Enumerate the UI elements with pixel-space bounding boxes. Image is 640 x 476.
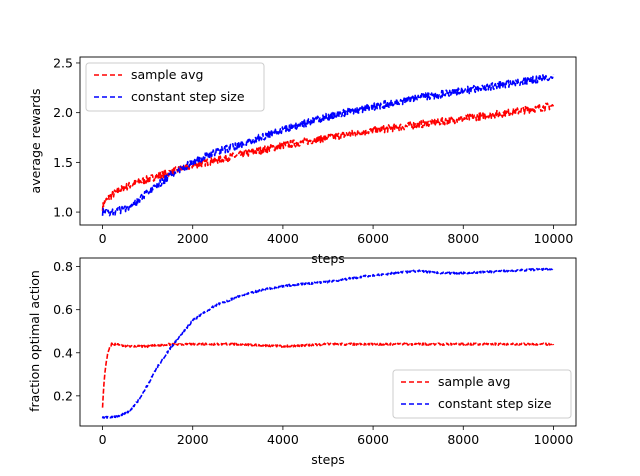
bottom-y-ticks: 0.2 0.4 0.6 0.8 xyxy=(53,259,80,403)
bottom-y-tick-label: 0.4 xyxy=(53,345,73,360)
top-x-tick-label: 4000 xyxy=(267,231,299,246)
bottom-legend-label-constant-step-size: constant step size xyxy=(438,396,552,411)
bottom-x-ticks: 0 2000 4000 6000 8000 10000 xyxy=(99,426,574,447)
bottom-y-tick-label: 0.2 xyxy=(53,388,73,403)
top-legend-label-sample-avg: sample avg xyxy=(131,67,203,82)
top-y-tick-label: 2.5 xyxy=(53,55,73,70)
top-legend-label-constant-step-size: constant step size xyxy=(131,89,245,104)
top-legend: sample avg constant step size xyxy=(85,62,265,112)
top-series-line-sample-avg xyxy=(101,102,555,211)
bottom-series-line-constant-step-size xyxy=(101,267,555,420)
bottom-x-tick-label: 2000 xyxy=(177,432,209,447)
bottom-legend-box xyxy=(392,369,572,419)
top-x-tick-label: 8000 xyxy=(447,231,479,246)
top-x-ticks: 0 2000 4000 6000 8000 10000 xyxy=(99,225,574,246)
bottom-series-lines xyxy=(101,267,555,420)
bottom-subplot: 0 2000 4000 6000 8000 10000 0.2 0.4 0.6 0.8 frac… xyxy=(27,257,577,467)
top-series-line-constant-step-size xyxy=(101,74,555,217)
bottom-series-line-sample-avg xyxy=(101,342,555,408)
bottom-x-axis-label: steps xyxy=(311,452,345,467)
bottom-x-tick-label: 8000 xyxy=(447,432,479,447)
top-subplot: 0 2000 4000 6000 8000 10000 1.0 1.5 2.0 2.5 aver… xyxy=(28,55,577,266)
top-y-tick-label: 1.0 xyxy=(53,205,73,220)
top-y-ticks: 1.0 1.5 2.0 2.5 xyxy=(53,55,80,220)
bottom-y-axis-label: fraction optimal action xyxy=(27,270,42,412)
bottom-y-tick-label: 0.6 xyxy=(53,302,73,317)
bottom-x-tick-label: 6000 xyxy=(357,432,389,447)
bottom-legend-label-sample-avg: sample avg xyxy=(438,374,510,389)
top-y-tick-label: 1.5 xyxy=(53,155,73,170)
top-legend-box xyxy=(85,62,265,112)
bottom-legend: sample avg constant step size xyxy=(392,369,572,419)
top-y-axis-label: average rewards xyxy=(28,89,43,194)
bottom-plot-frame xyxy=(79,257,577,427)
bottom-x-tick-label: 0 xyxy=(99,432,107,447)
bottom-x-tick-label: 4000 xyxy=(267,432,299,447)
bottom-x-tick-label: 10000 xyxy=(534,432,574,447)
top-x-tick-label: 10000 xyxy=(534,231,574,246)
top-x-axis-label: steps xyxy=(311,251,345,266)
top-x-tick-label: 6000 xyxy=(357,231,389,246)
top-y-tick-label: 2.0 xyxy=(53,105,73,120)
top-x-tick-label: 0 xyxy=(99,231,107,246)
bottom-y-tick-label: 0.8 xyxy=(53,259,73,274)
top-x-tick-label: 2000 xyxy=(177,231,209,246)
top-series-lines xyxy=(101,74,555,217)
